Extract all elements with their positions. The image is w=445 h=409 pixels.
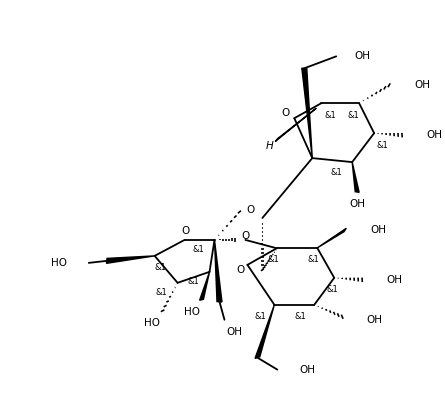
Text: &1: &1 <box>155 263 166 272</box>
Text: HO: HO <box>144 318 160 328</box>
Text: H: H <box>266 141 273 151</box>
Text: &1: &1 <box>324 111 336 120</box>
Text: OH: OH <box>426 130 442 140</box>
Text: O: O <box>236 265 244 275</box>
Text: O: O <box>246 205 255 215</box>
Polygon shape <box>200 272 210 300</box>
Text: OH: OH <box>299 364 316 375</box>
Text: HO: HO <box>51 258 67 268</box>
Text: HO: HO <box>183 307 199 317</box>
Text: &1: &1 <box>255 312 266 321</box>
Text: OH: OH <box>370 225 386 235</box>
Text: OH: OH <box>354 52 370 61</box>
Polygon shape <box>106 256 155 263</box>
Text: &1: &1 <box>376 141 388 150</box>
Text: &1: &1 <box>294 312 306 321</box>
Text: OH: OH <box>349 199 365 209</box>
Text: &1: &1 <box>330 168 342 177</box>
Text: &1: &1 <box>156 288 167 297</box>
Text: &1: &1 <box>193 245 204 254</box>
Polygon shape <box>214 240 222 302</box>
Text: &1: &1 <box>347 111 359 120</box>
Text: &1: &1 <box>187 277 199 286</box>
Text: O: O <box>182 226 190 236</box>
Polygon shape <box>255 305 275 358</box>
Text: OH: OH <box>227 327 243 337</box>
Text: OH: OH <box>414 80 430 90</box>
Text: &1: &1 <box>326 285 338 294</box>
Polygon shape <box>275 108 316 142</box>
Text: O: O <box>242 231 250 241</box>
Text: OH: OH <box>386 275 402 285</box>
Polygon shape <box>302 68 312 158</box>
Polygon shape <box>352 162 359 192</box>
Text: &1: &1 <box>267 255 279 264</box>
Polygon shape <box>317 228 346 248</box>
Text: OH: OH <box>366 315 382 325</box>
Text: &1: &1 <box>307 255 319 264</box>
Text: O: O <box>281 108 289 118</box>
